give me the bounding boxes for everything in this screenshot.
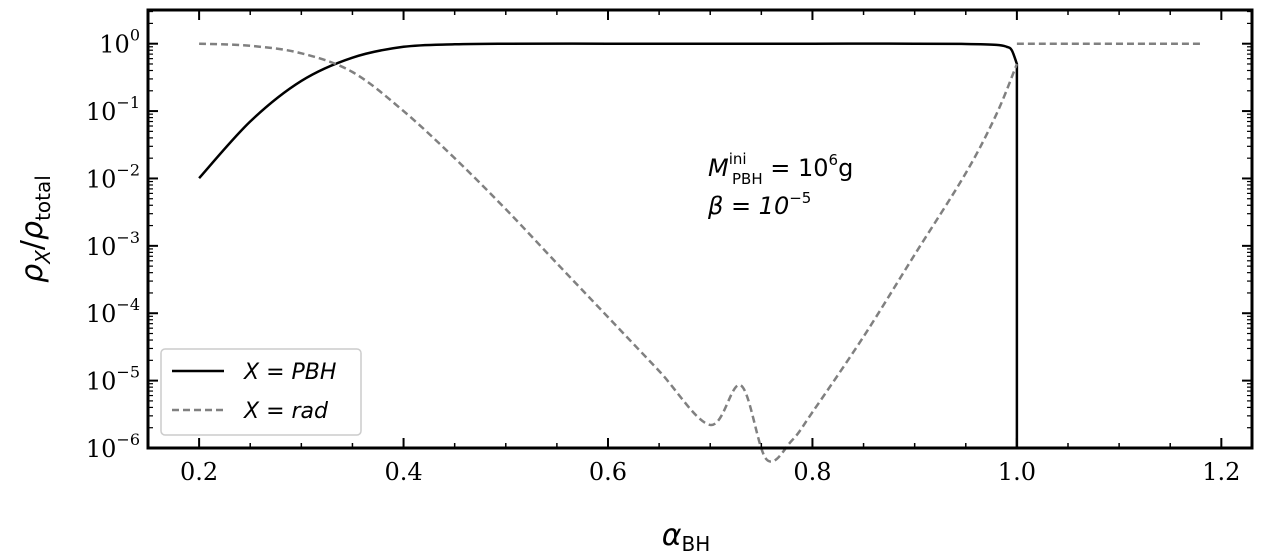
annot-mass-exp: 6 [829, 151, 839, 169]
y-tick-label: 10−4 [86, 295, 140, 328]
plot-curves [198, 42, 1201, 463]
annot-beta-text: β = 10 [707, 192, 789, 220]
x-label-alpha: α [662, 518, 682, 553]
x-label-sub: BH [682, 532, 711, 556]
annot-mass-sup: ini [729, 150, 747, 168]
series-line-pbh [198, 42, 1019, 448]
y-tick-label: 10−6 [86, 430, 140, 463]
legend-label-pbh: X = PBH [243, 360, 336, 385]
x-axis-label: αBH [662, 518, 711, 556]
annot-mass-symbol: M [708, 154, 729, 182]
x-tick-label: 0.2 [180, 458, 218, 486]
x-tick-label: 0.4 [384, 458, 422, 486]
x-tick-label: 1.0 [998, 458, 1036, 486]
x-tick-label: 0.6 [589, 458, 627, 486]
annotation: Mini PBH = 106g β = 10−5 [707, 150, 853, 220]
legend: X = PBH X = rad [160, 348, 362, 436]
x-tick-label: 1.2 [1202, 458, 1240, 486]
y-tick-label: 10−3 [86, 228, 140, 261]
legend-label-rad: X = rad [243, 399, 329, 424]
axis-ticks: 0.2 0.4 0.6 0.8 1.0 1.2 100 10−1 10−2 10−3 10−4 10−… [86, 10, 1252, 486]
annotation-mass: Mini PBH = 106g [708, 150, 853, 188]
y-tick-label: 100 [99, 26, 140, 59]
series-line-rad-segment-0 [199, 42, 1019, 463]
y-label-rho-num: ρ [15, 264, 50, 283]
annot-mass-unit: g [838, 154, 853, 182]
annot-beta-sup: −5 [789, 189, 811, 207]
y-tick-label: 10−2 [86, 160, 140, 193]
y-label-rho-den: ρ [15, 221, 50, 240]
y-label-num-sub: X [31, 249, 55, 265]
x-tick-label: 0.8 [793, 458, 831, 486]
annotation-beta: β = 10−5 [707, 189, 811, 220]
plot-frame [146, 8, 1254, 450]
y-label-den-sub: total [31, 175, 55, 221]
y-axis-label: ρX/ρtotal [15, 175, 55, 283]
y-tick-label: 10−5 [86, 363, 140, 396]
y-tick-label: 10−1 [86, 93, 140, 126]
annot-mass-eq: = 10 [763, 154, 829, 182]
annot-mass-sub: PBH [732, 170, 763, 188]
